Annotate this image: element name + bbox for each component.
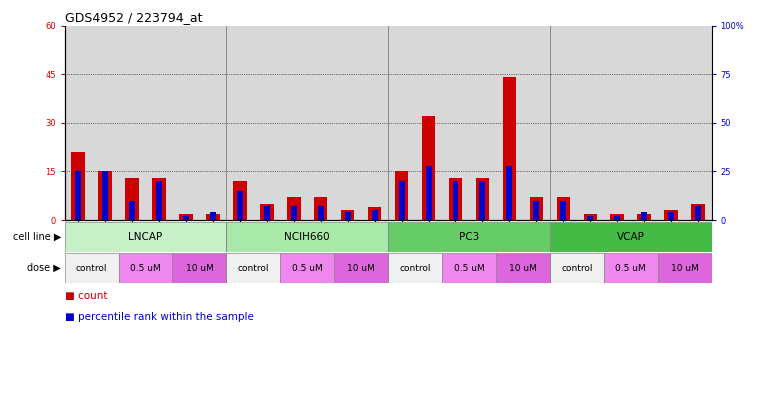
Text: 0.5 uM: 0.5 uM [616,264,646,273]
Bar [442,253,496,283]
Text: control: control [237,264,269,273]
Bar [395,171,409,220]
Bar [668,212,674,220]
Text: 0.5 uM: 0.5 uM [130,264,161,273]
Bar [503,77,516,220]
Text: LNCAP: LNCAP [129,232,163,242]
Bar [260,204,273,220]
Bar [152,178,166,220]
Bar [72,152,85,220]
Bar [334,253,388,283]
Bar [638,214,651,220]
Bar [560,200,566,220]
Bar [614,216,620,220]
Bar [126,178,139,220]
Bar [287,197,301,220]
Bar [210,212,216,220]
Bar [65,253,119,283]
Text: cell line ▶: cell line ▶ [12,232,61,242]
Bar [345,212,351,220]
Bar [664,210,678,220]
Bar [129,200,135,220]
Bar [556,197,570,220]
Bar [496,253,550,283]
Bar [291,206,297,220]
Bar [691,204,705,220]
Text: 0.5 uM: 0.5 uM [292,264,323,273]
Bar [75,171,81,220]
Text: ■ percentile rank within the sample: ■ percentile rank within the sample [65,312,253,322]
Bar [610,214,624,220]
Bar [506,165,512,220]
Bar [695,206,701,220]
Bar [422,116,435,220]
Bar [368,207,381,220]
Bar [603,253,658,283]
Bar [237,191,243,220]
Text: GDS4952 / 223794_at: GDS4952 / 223794_at [65,11,202,24]
Bar [658,253,712,283]
Bar [449,178,462,220]
Bar [371,210,377,220]
Bar [264,206,270,220]
Bar [280,253,334,283]
Text: control: control [561,264,593,273]
Bar [173,253,227,283]
Bar [388,253,442,283]
Bar [399,181,405,220]
Bar [98,171,112,220]
Bar [453,181,458,220]
Bar [341,210,355,220]
Text: control: control [76,264,107,273]
Bar [314,197,327,220]
Bar [550,222,712,252]
Text: 10 uM: 10 uM [509,264,537,273]
Bar [318,206,323,220]
Bar [206,214,220,220]
Text: 10 uM: 10 uM [670,264,699,273]
Text: VCAP: VCAP [616,232,645,242]
Text: 10 uM: 10 uM [186,264,213,273]
Bar [587,216,594,220]
Bar [388,222,550,252]
Bar [550,253,603,283]
Bar [584,214,597,220]
Text: ■ count: ■ count [65,291,107,301]
Bar [233,181,247,220]
Bar [156,181,162,220]
Bar [530,197,543,220]
Bar [65,222,227,252]
Text: PC3: PC3 [459,232,479,242]
Text: dose ▶: dose ▶ [27,263,61,273]
Bar [425,165,431,220]
Bar [642,212,647,220]
Text: control: control [400,264,431,273]
Bar [533,200,540,220]
Bar [479,181,486,220]
Bar [119,253,173,283]
Text: 10 uM: 10 uM [347,264,375,273]
Bar [227,253,280,283]
Bar [476,178,489,220]
Bar [183,216,189,220]
Text: 0.5 uM: 0.5 uM [454,264,484,273]
Bar [180,214,193,220]
Bar [227,222,388,252]
Text: NCIH660: NCIH660 [285,232,330,242]
Bar [102,171,108,220]
